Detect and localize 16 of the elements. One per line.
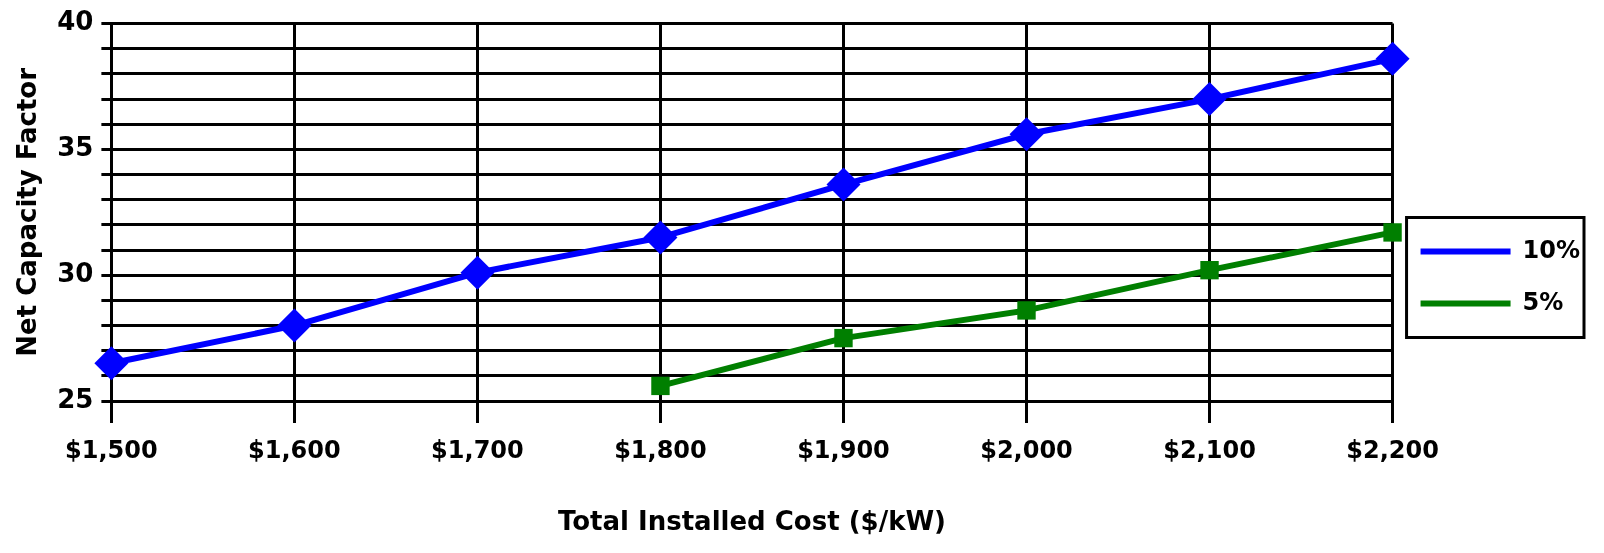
y-tick-label: 35 [57,132,94,163]
x-tick-label: $1,700 [431,435,524,464]
y-tick-label: 40 [57,6,94,37]
y-axis-title: Net Capacity Factor [12,67,43,357]
y-tick-label: 30 [57,257,94,288]
x-tick-label: $1,500 [65,435,158,464]
legend-label: 10% [1522,235,1581,264]
x-tick-label: $1,600 [248,435,341,464]
legend-label: 5% [1522,287,1564,316]
x-tick-label: $1,800 [614,435,707,464]
x-tick-label: $2,100 [1163,435,1256,464]
x-axis-title: Total Installed Cost ($/kW) [557,506,946,537]
x-tick-label: $1,900 [797,435,890,464]
x-tick-label: $2,200 [1346,435,1439,464]
x-tick-label: $2,000 [980,435,1073,464]
y-tick-label: 25 [57,383,94,414]
